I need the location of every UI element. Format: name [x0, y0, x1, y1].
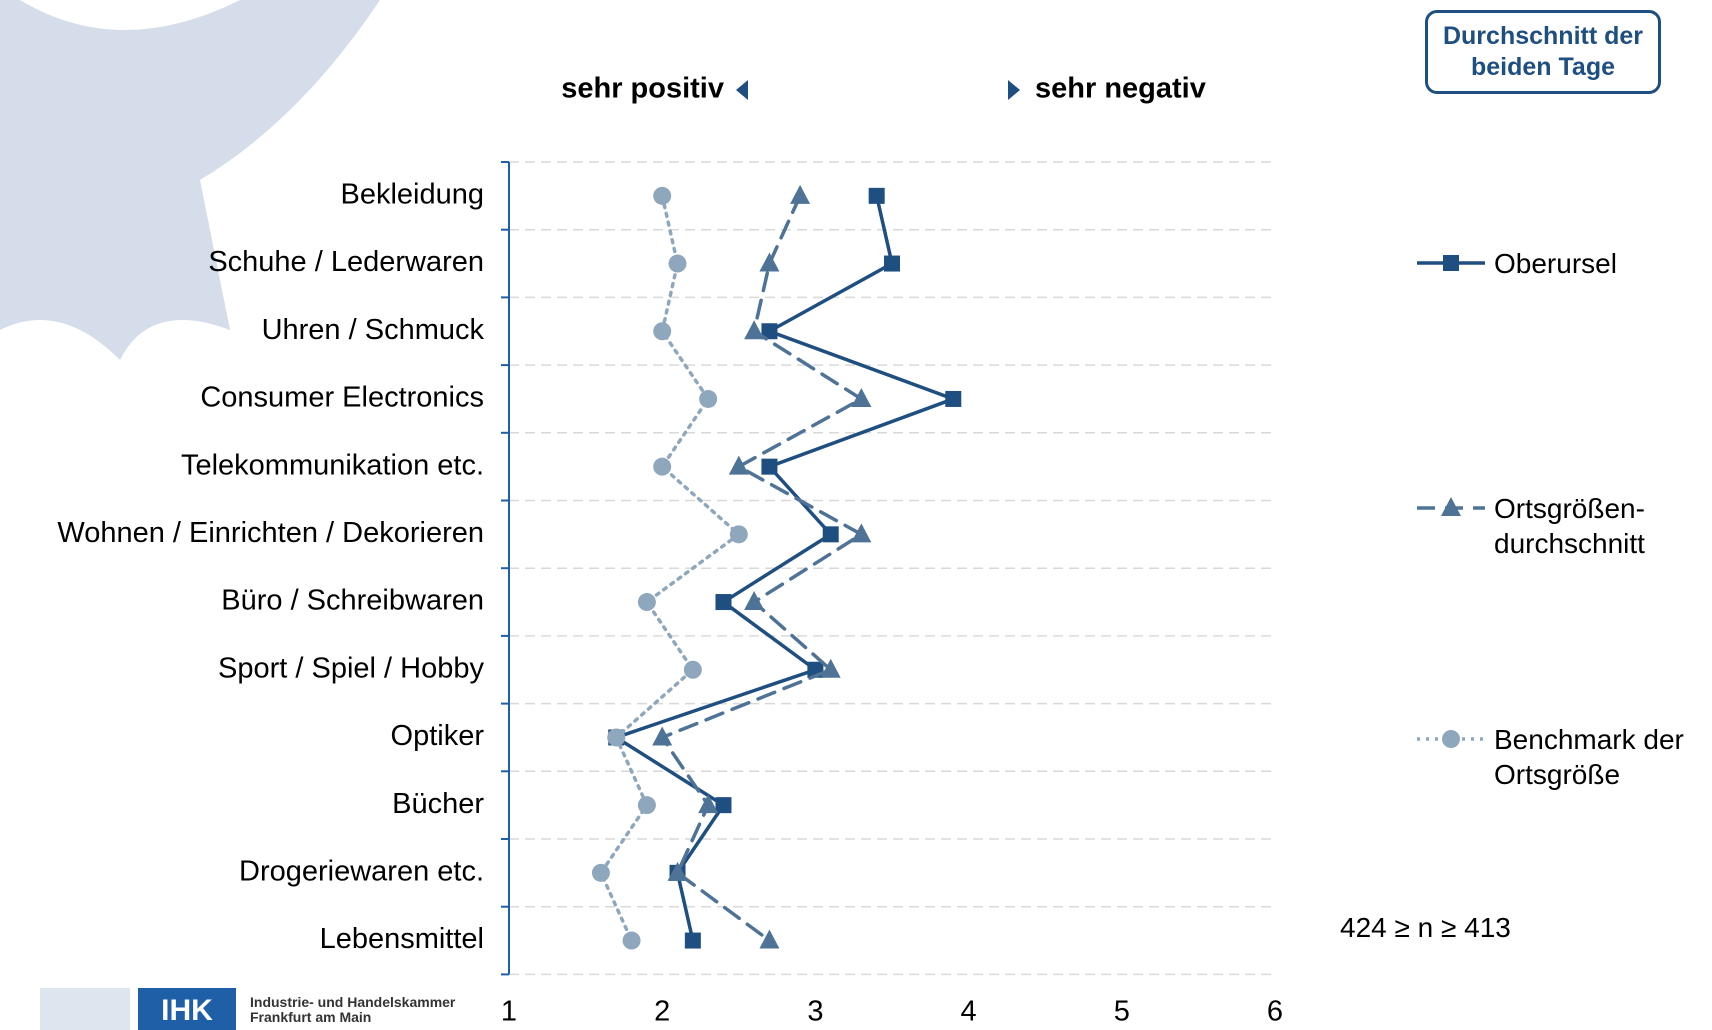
marker [744, 591, 765, 611]
badge: Durchschnitt der beiden Tage [1425, 10, 1661, 94]
series-line [659, 194, 865, 943]
marker [683, 660, 702, 679]
y-tick-label: Drogeriewaren etc. [239, 856, 484, 888]
y-tick-label: Uhren / Schmuck [262, 314, 485, 346]
marker [622, 931, 641, 950]
marker [790, 184, 811, 204]
x-tick-label: 3 [807, 996, 823, 1028]
logo-box [138, 988, 236, 1030]
marker [868, 187, 885, 204]
y-tick-label: Lebensmittel [320, 923, 484, 955]
watermark [0, 0, 380, 360]
legend-label: Benchmark der Ortsgröße [1494, 724, 1684, 790]
y-tick-label: Telekommunikation etc. [181, 449, 484, 481]
legend-marker [1441, 497, 1461, 516]
marker [715, 594, 732, 611]
legend-marker [1443, 255, 1459, 271]
note: 424 ≥ n ≥ 413 [1340, 912, 1511, 943]
arrow-right [1008, 80, 1020, 100]
y-tick-label: Optiker [391, 720, 485, 752]
marker [637, 796, 656, 815]
y-tick-label: Wohnen / Einrichten / Dekorieren [57, 517, 484, 549]
marker [761, 323, 778, 340]
marker [668, 254, 687, 273]
marker [744, 320, 765, 340]
marker [851, 523, 872, 543]
x-tick-label: 6 [1267, 996, 1283, 1028]
marker [759, 929, 780, 949]
legend-marker [1442, 730, 1460, 748]
right-label: sehr negativ [1035, 73, 1206, 105]
marker [945, 390, 962, 407]
y-tick-label: Bekleidung [341, 179, 485, 211]
y-tick-label: Schuhe / Lederwaren [208, 246, 484, 278]
marker [761, 458, 778, 475]
legend-label: Ortsgrößen-durchschnitt [1494, 493, 1645, 559]
marker [653, 186, 672, 205]
marker [851, 387, 872, 407]
legend-label: Oberursel [1494, 248, 1617, 279]
logo-eagle [40, 988, 130, 1030]
y-tick-label: Sport / Spiel / Hobby [218, 652, 484, 684]
x-tick-label: 4 [961, 996, 977, 1028]
series-line [598, 194, 742, 943]
y-tick-label: Consumer Electronics [200, 382, 484, 414]
marker [698, 794, 719, 814]
x-tick-label: 5 [1114, 996, 1130, 1028]
marker [728, 455, 749, 475]
marker [652, 726, 673, 746]
marker [820, 658, 841, 678]
series-line [612, 194, 959, 943]
logo-text: Industrie- und Handelskammer Frankfurt a… [250, 994, 456, 1026]
marker [715, 797, 732, 814]
marker [607, 728, 626, 747]
marker [653, 457, 672, 476]
marker [729, 525, 748, 544]
marker [591, 863, 610, 882]
x-tick-label: 2 [654, 996, 670, 1028]
marker [699, 389, 718, 408]
y-tick-label: Büro / Schreibwaren [221, 585, 484, 617]
y-tick-label: Bücher [392, 788, 484, 820]
marker [637, 593, 656, 612]
marker [884, 255, 900, 272]
marker [653, 322, 672, 341]
logo-mark: IHK [161, 994, 213, 1027]
marker [822, 526, 839, 543]
marker [759, 252, 780, 272]
arrow-left [736, 80, 748, 100]
x-tick-label: 1 [501, 996, 517, 1028]
marker [667, 861, 688, 881]
marker [684, 932, 701, 949]
left-label: sehr positiv [561, 73, 724, 105]
